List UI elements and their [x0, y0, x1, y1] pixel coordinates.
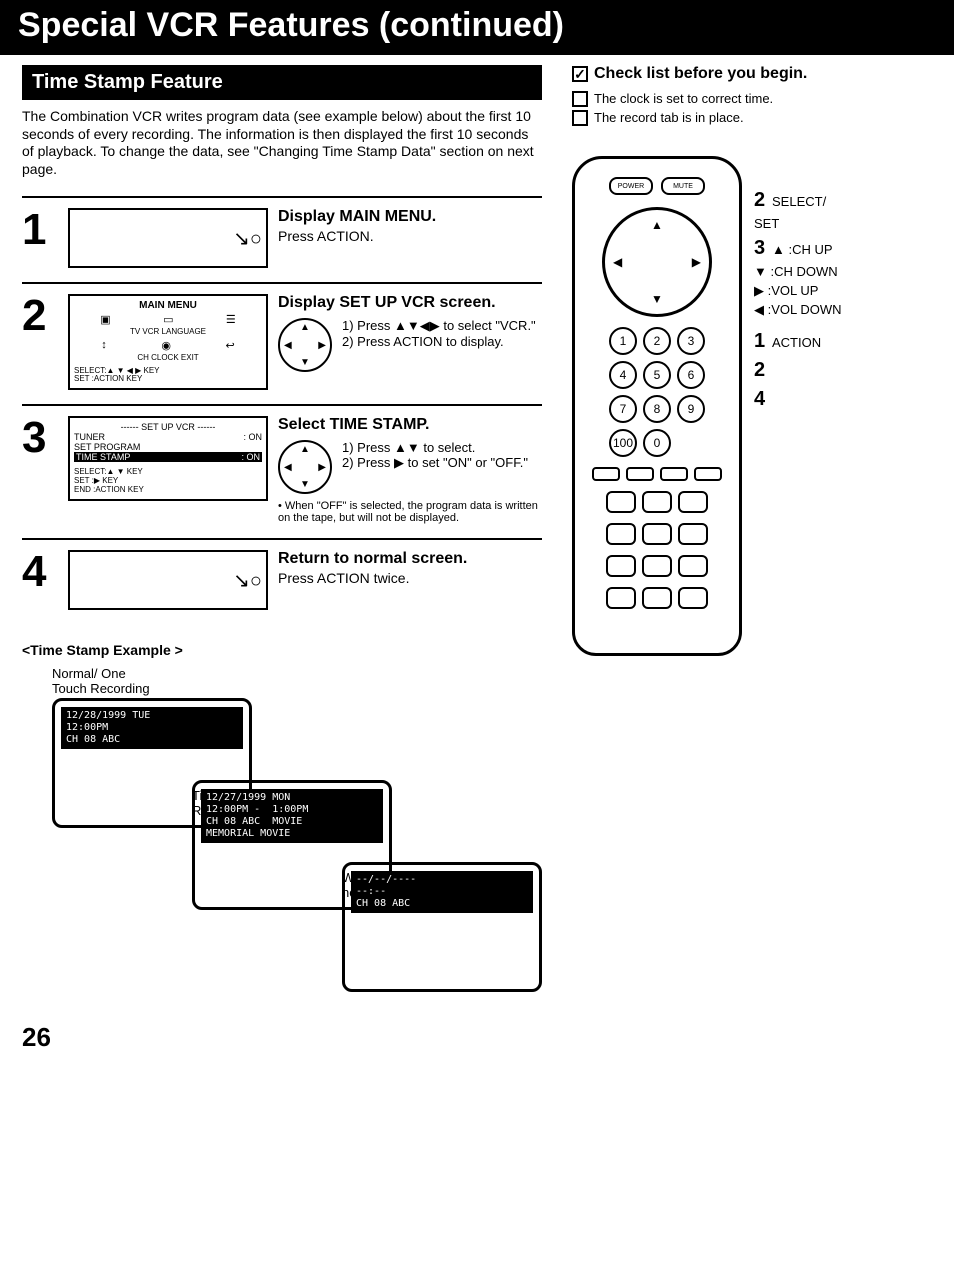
remote-button-icon: [642, 523, 672, 545]
timestamp-data: 12/27/1999 MON 12:00PM - 1:00PM CH 08 AB…: [201, 789, 383, 843]
remote-labels: 2SELECT/ SET 3▲ :CH UP ▼ :CH DOWN ▶ :VOL…: [754, 186, 842, 656]
osd-val: : ON: [241, 452, 260, 462]
osd-row: SET PROGRAM: [74, 442, 140, 452]
remote-button-icon: [606, 587, 636, 609]
num-button: 4: [609, 361, 637, 389]
remote-pill-icon: [592, 467, 620, 481]
remote-button-icon: [642, 555, 672, 577]
osd-footer: SET :ACTION KEY: [74, 375, 262, 384]
step-3: 3 ------ SET UP VCR ------ TUNER : ON SET…: [22, 404, 542, 538]
mute-button-icon: MUTE: [661, 177, 705, 195]
step-title: Select TIME STAMP.: [278, 416, 542, 434]
number-pad: 1 2 3 4 5 6 7 8 9 100 0: [609, 327, 705, 457]
checklist-item: The record tab is in place.: [572, 110, 932, 126]
osd-footer: END :ACTION KEY: [74, 486, 262, 495]
power-button-icon: POWER: [609, 177, 653, 195]
example-heading: <Time Stamp Example >: [22, 642, 542, 658]
step-number: 3: [22, 416, 58, 460]
substep: 2) Press ▶ to set "ON" or "OFF.": [342, 455, 528, 471]
num-button: 1: [609, 327, 637, 355]
right-column: ✓ Check list before you begin. The clock…: [572, 65, 932, 1053]
checklist-text: The clock is set to correct time.: [594, 91, 773, 106]
osd-main-menu: MAIN MENU ▣▭☰ TV VCR LANGUAGE ↕◉↩ CH CLO…: [68, 294, 268, 390]
osd-val: : ON: [243, 432, 262, 442]
remote-diagram: POWER MUTE ◀▶ 1 2 3 4 5 6 7 8 9 100: [572, 156, 742, 656]
tv-example-3: --/--/---- --:-- CH 08 ABC: [342, 862, 542, 992]
remote-button-icon: [606, 523, 636, 545]
checklist-item: The clock is set to correct time.: [572, 91, 932, 107]
osd-title: ------ SET UP VCR ------: [74, 422, 262, 432]
osd-row-highlight: TIME STAMP: [76, 452, 130, 462]
num-button: 9: [677, 395, 705, 423]
checklist-heading: ✓ Check list before you begin.: [572, 65, 932, 83]
step-2: 2 MAIN MENU ▣▭☰ TV VCR LANGUAGE ↕◉↩ CH C…: [22, 282, 542, 404]
step-note: When "OFF" is selected, the program data…: [278, 500, 542, 524]
num-button: 2: [643, 327, 671, 355]
osd-action-icon: ↘○: [68, 208, 268, 268]
checkbox-icon: [572, 91, 588, 107]
dpad-icon: ◀▶: [278, 318, 332, 372]
step-1: 1 ↘○ Display MAIN MENU. Press ACTION.: [22, 196, 542, 282]
osd-icon-row: ↕◉↩: [74, 339, 262, 352]
checklist-title: Check list before you begin.: [594, 65, 807, 83]
substep: 1) Press ▲▼ to select.: [342, 440, 528, 455]
checklist-text: The record tab is in place.: [594, 110, 744, 125]
page-number: 26: [22, 1022, 542, 1053]
num-button: 8: [643, 395, 671, 423]
timestamp-data: --/--/---- --:-- CH 08 ABC: [351, 871, 533, 913]
section-title: Time Stamp Feature: [22, 65, 542, 100]
remote-button-icon: [642, 491, 672, 513]
substep: 1) Press ▲▼◀▶ to select "VCR.": [342, 318, 536, 334]
remote-button-icon: [678, 491, 708, 513]
num-button: 7: [609, 395, 637, 423]
num-button: 0: [643, 429, 671, 457]
step-number: 2: [22, 294, 58, 338]
remote-button-icon: [642, 587, 672, 609]
remote-button-icon: [678, 587, 708, 609]
osd-row: CH CLOCK EXIT: [74, 354, 262, 363]
example-label: Normal/ One Touch Recording: [52, 666, 542, 696]
remote-button-icon: [606, 555, 636, 577]
substep: 2) Press ACTION to display.: [342, 334, 536, 349]
intro-text: The Combination VCR writes program data …: [22, 108, 542, 178]
step-4: 4 ↘○ Return to normal screen. Press ACTI…: [22, 538, 542, 624]
page-title: Special VCR Features (continued): [18, 6, 936, 45]
num-button: 6: [677, 361, 705, 389]
action-icon: ↘○: [233, 226, 262, 251]
step-number: 4: [22, 550, 58, 594]
remote-pill-icon: [694, 467, 722, 481]
page-header: Special VCR Features (continued): [0, 0, 954, 55]
step-text: Press ACTION.: [278, 228, 542, 244]
checkmark-icon: ✓: [572, 66, 588, 82]
step-number: 1: [22, 208, 58, 252]
num-button: 3: [677, 327, 705, 355]
dpad-icon: ◀▶: [278, 440, 332, 494]
osd-row: TV VCR LANGUAGE: [74, 328, 262, 337]
osd-title: MAIN MENU: [74, 300, 262, 311]
checkbox-icon: [572, 110, 588, 126]
nav-wheel-icon: ◀▶: [602, 207, 712, 317]
left-column: Time Stamp Feature The Combination VCR w…: [22, 65, 542, 1053]
step-title: Display SET UP VCR screen.: [278, 294, 542, 312]
num-button: 100: [609, 429, 637, 457]
remote-button-icon: [678, 523, 708, 545]
osd-icon-row: ▣▭☰: [74, 313, 262, 326]
step-title: Display MAIN MENU.: [278, 208, 542, 226]
remote-pill-icon: [660, 467, 688, 481]
step-title: Return to normal screen.: [278, 550, 542, 568]
osd-setup-vcr: ------ SET UP VCR ------ TUNER : ON SET P…: [68, 416, 268, 500]
label-action: ACTION: [772, 335, 821, 350]
remote-button-icon: [606, 491, 636, 513]
remote-pill-icon: [626, 467, 654, 481]
num-button: 5: [643, 361, 671, 389]
timestamp-data: 12/28/1999 TUE 12:00PM CH 08 ABC: [61, 707, 243, 749]
remote-button-icon: [678, 555, 708, 577]
step-text: Press ACTION twice.: [278, 570, 542, 586]
action-icon: ↘○: [233, 568, 262, 593]
osd-row: TUNER: [74, 432, 105, 442]
osd-action-icon: ↘○: [68, 550, 268, 610]
